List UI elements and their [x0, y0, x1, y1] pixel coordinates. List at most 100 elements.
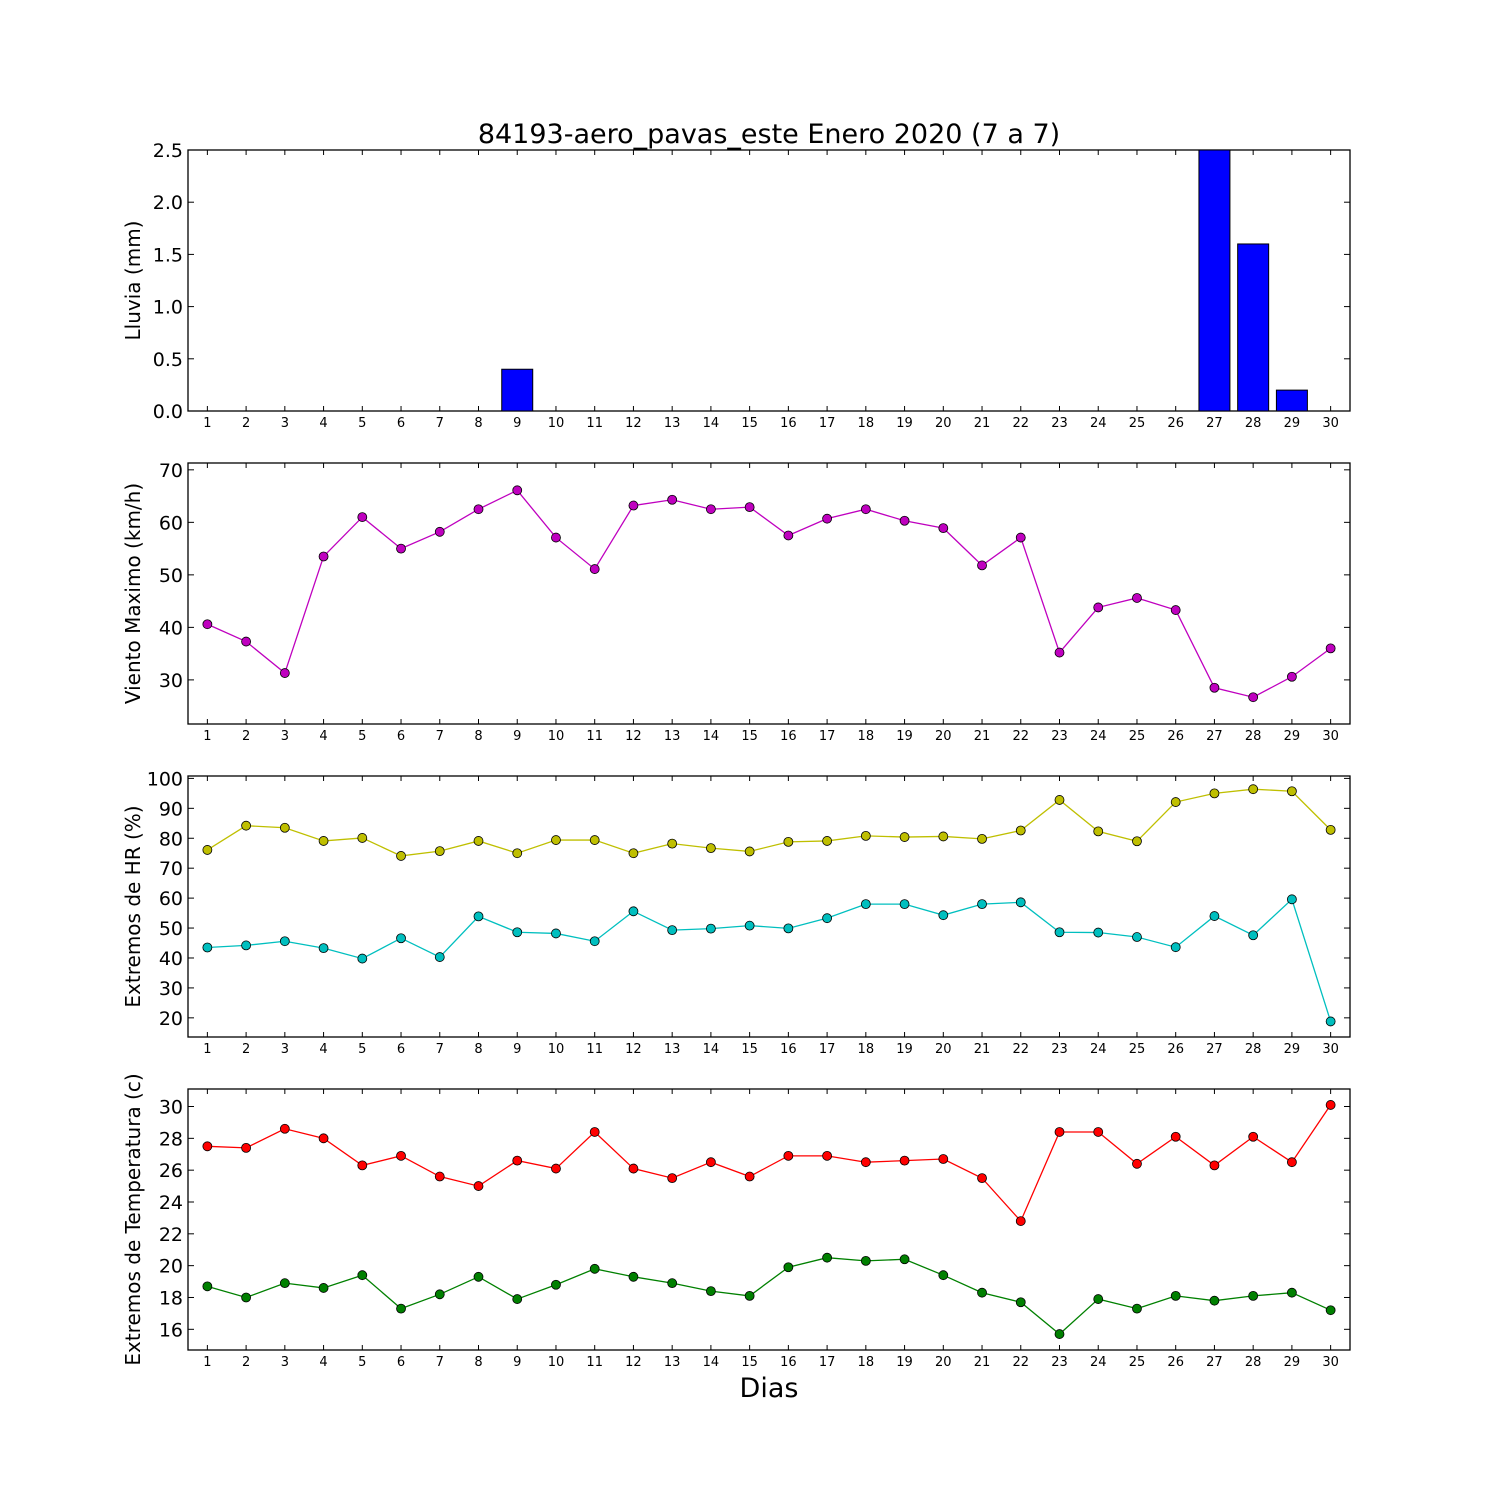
y-axis-label: Extremos de Temperatura (c) — [121, 1073, 145, 1365]
data-point — [1170, 942, 1181, 953]
data-point — [1093, 826, 1104, 837]
y-tick-label: 80 — [159, 828, 183, 850]
x-tick-label: 5 — [358, 729, 366, 744]
x-tick-label: 24 — [1090, 729, 1107, 744]
x-tick-label: 5 — [358, 1042, 366, 1057]
x-tick-label: 26 — [1167, 416, 1184, 431]
x-tick-label: 2 — [242, 1355, 250, 1370]
data-point — [357, 833, 368, 843]
data-point — [977, 1287, 987, 1298]
x-tick-label: 3 — [281, 729, 289, 744]
x-tick-label: 21 — [974, 1042, 991, 1057]
x-tick-label: 23 — [1051, 1042, 1068, 1057]
y-tick-label: 40 — [159, 617, 183, 639]
x-tick-label: 10 — [548, 729, 565, 744]
x-tick-label: 9 — [513, 416, 521, 431]
data-point — [357, 953, 368, 964]
data-point — [628, 906, 639, 917]
x-tick-label: 2 — [242, 729, 250, 744]
data-point — [938, 910, 949, 921]
x-tick-label: 22 — [1012, 416, 1029, 431]
x-tick-label: 25 — [1129, 729, 1146, 744]
series-line-1 — [207, 1104, 1332, 1223]
data-point — [1248, 1290, 1259, 1301]
x-tick-label: 16 — [780, 1355, 797, 1370]
axis-frame — [187, 149, 1351, 412]
data-point — [202, 1281, 213, 1292]
y-tick-label: 20 — [159, 1256, 183, 1278]
data-point — [938, 831, 949, 842]
y-tick-label: 2.0 — [153, 192, 183, 214]
data-point — [318, 836, 329, 846]
data-point — [241, 940, 252, 951]
data-point — [241, 1292, 252, 1303]
data-point — [434, 952, 445, 962]
x-tick-label: 7 — [436, 1042, 444, 1057]
x-tick-label: 12 — [625, 416, 642, 431]
data-point — [551, 1163, 561, 1174]
y-tick-label: 30 — [159, 978, 183, 1000]
x-tick-label: 12 — [625, 729, 642, 744]
x-tick-label: 17 — [819, 1355, 836, 1370]
x-tick-label: 1 — [203, 729, 211, 744]
x-tick-label: 17 — [819, 1042, 836, 1057]
x-tick-label: 16 — [780, 1042, 797, 1057]
x-tick-label: 12 — [625, 1042, 642, 1057]
x-tick-label: 27 — [1206, 416, 1223, 431]
panel-4: 1 2 3 4 5 6 7 8 9 10 11 12 13 14 15 16 17 18 19 20 21 22 23 24 2… — [121, 1073, 1351, 1370]
data-point — [473, 836, 484, 846]
y-tick-label: 18 — [159, 1287, 183, 1309]
data-point — [783, 1150, 794, 1161]
data-point — [1170, 797, 1181, 807]
data-point — [628, 848, 639, 859]
data-point — [977, 833, 987, 844]
data-point — [1132, 1158, 1142, 1169]
x-tick-label: 23 — [1051, 1355, 1068, 1370]
data-point — [899, 832, 910, 842]
data-point — [822, 836, 832, 846]
data-point — [396, 543, 406, 554]
y-tick-label: 70 — [159, 858, 183, 880]
rain-bar — [1275, 389, 1308, 411]
x-tick-label: 10 — [548, 1042, 565, 1057]
data-point — [279, 936, 290, 947]
x-tick-label: 27 — [1206, 1355, 1223, 1370]
x-tick-label: 20 — [935, 1355, 952, 1370]
data-point — [1287, 786, 1297, 797]
data-point — [1093, 927, 1104, 938]
y-tick-label: 26 — [159, 1160, 183, 1182]
chart-panels: 1 2 3 4 5 6 7 8 9 10 11 12 13 14 15 16 17 18 19 20 21 22 23 24 2… — [121, 140, 1351, 1370]
x-tick-label: 28 — [1245, 1042, 1262, 1057]
data-point — [512, 1294, 523, 1304]
x-tick-label: 4 — [319, 1042, 327, 1057]
data-point — [318, 1283, 329, 1293]
x-tick-label: 7 — [436, 1355, 444, 1370]
x-tick-label: 1 — [203, 1042, 211, 1057]
x-tick-label: 19 — [896, 729, 913, 744]
data-point — [1015, 825, 1026, 836]
x-tick-label: 15 — [741, 416, 758, 431]
x-tick-label: 29 — [1284, 729, 1301, 744]
x-tick-label: 19 — [896, 1042, 913, 1057]
x-tick-label: 29 — [1284, 1355, 1301, 1370]
data-point — [706, 843, 716, 854]
data-point — [822, 1252, 832, 1263]
data-point — [1248, 784, 1259, 795]
x-tick-label: 17 — [819, 729, 836, 744]
x-tick-label: 13 — [664, 416, 681, 431]
y-tick-label: 1.0 — [153, 297, 183, 319]
x-tick-label: 29 — [1284, 416, 1301, 431]
data-point — [938, 523, 949, 534]
plot-area — [501, 150, 1308, 411]
data-point — [473, 1181, 484, 1191]
x-tick-label: 2 — [242, 416, 250, 431]
x-tick-label: 25 — [1129, 416, 1146, 431]
y-tick-label: 30 — [159, 1097, 183, 1119]
x-tick-label: 14 — [703, 1355, 720, 1370]
x-tick-label: 21 — [974, 1355, 991, 1370]
x-tick-label: 5 — [358, 416, 366, 431]
x-tick-label: 2 — [242, 1042, 250, 1057]
x-tick-label: 17 — [819, 416, 836, 431]
data-point — [1325, 824, 1336, 835]
